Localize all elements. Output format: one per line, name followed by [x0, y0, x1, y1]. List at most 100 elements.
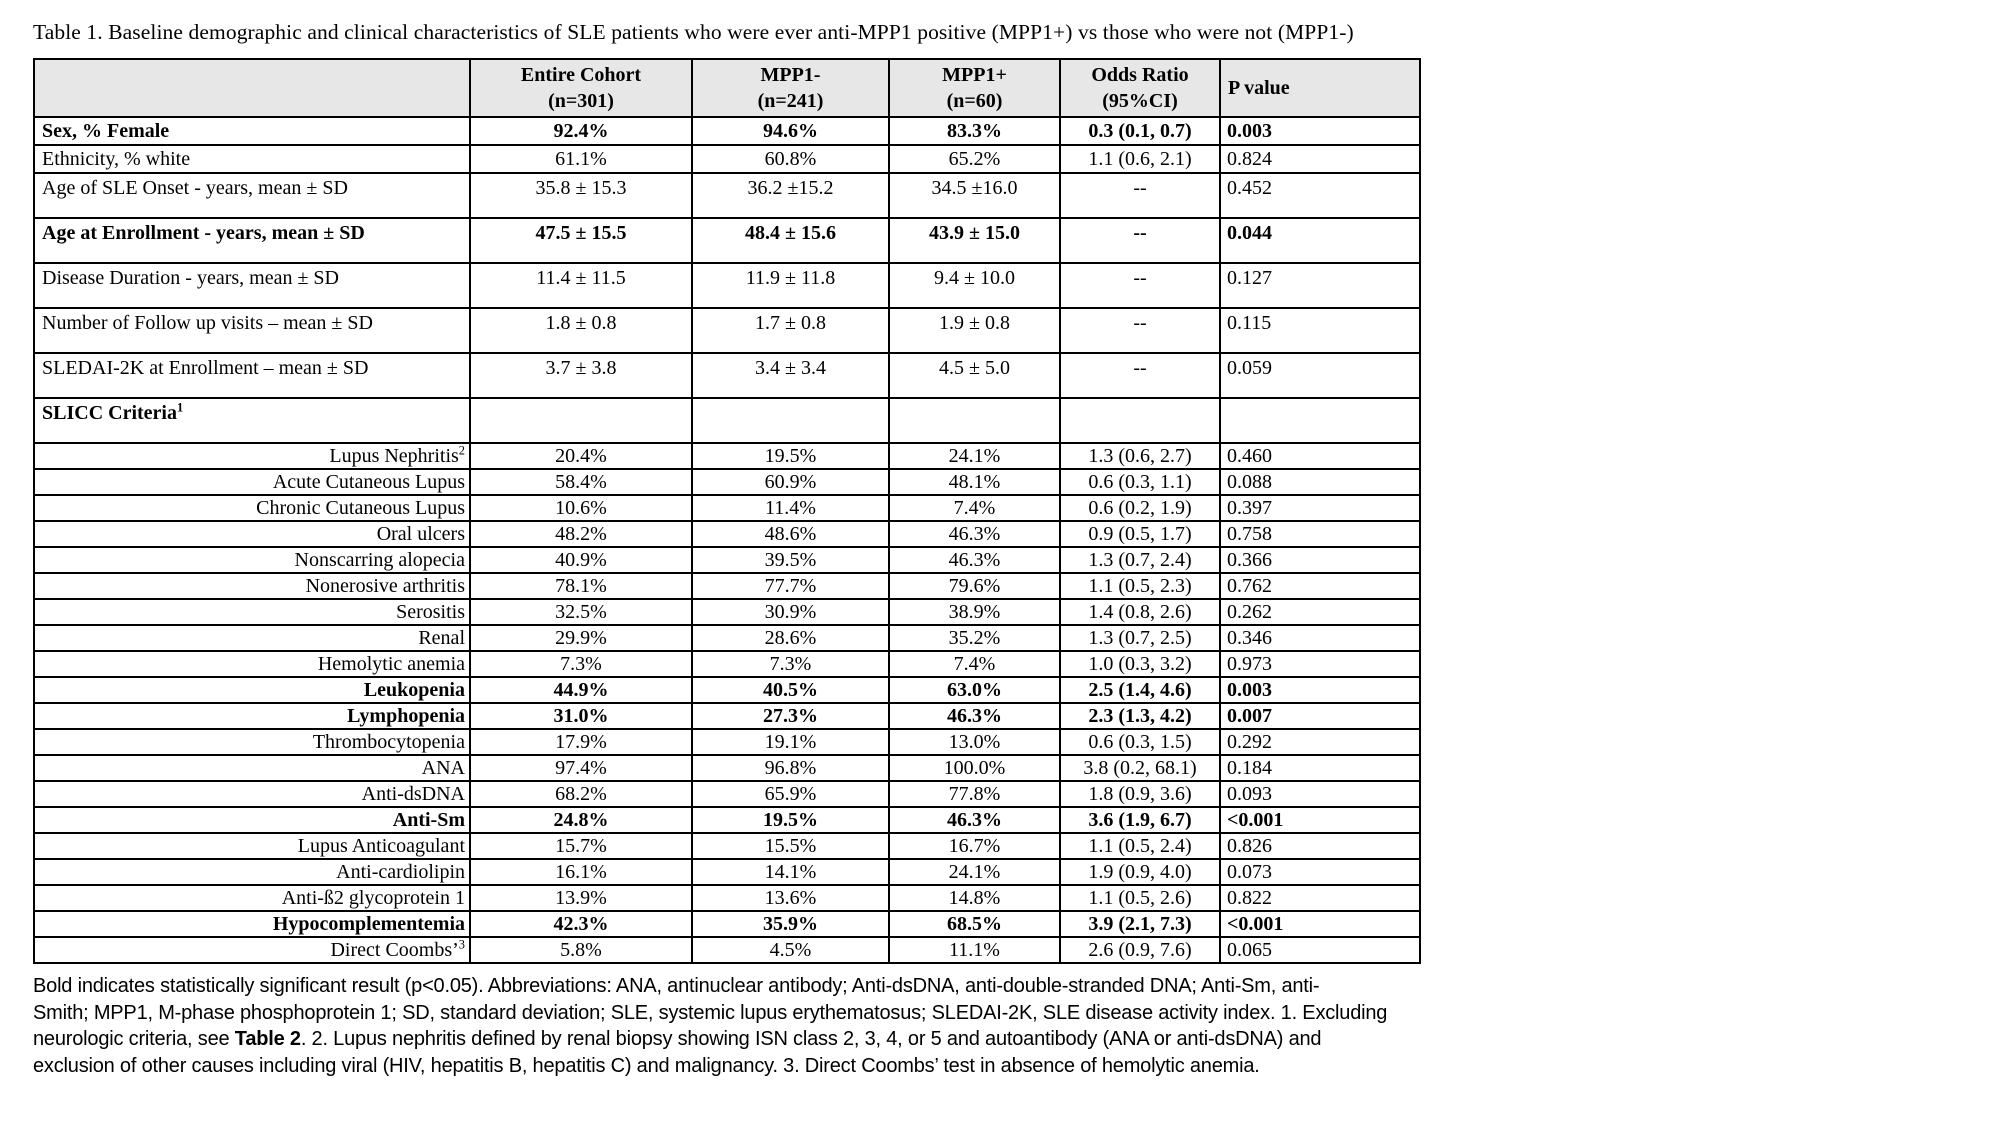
footnote-line: exclusion of other causes including vira… [33, 1053, 2000, 1080]
cell-mpp1-negative: 19.1% [691, 728, 890, 756]
column-header-entire-cohort: Entire Cohort (n=301) [469, 58, 693, 118]
cell-odds-ratio: 1.3 (0.7, 2.4) [1059, 546, 1221, 574]
cell-odds-ratio: 2.6 (0.9, 7.6) [1059, 936, 1221, 964]
cell-odds-ratio: 0.6 (0.2, 1.9) [1059, 494, 1221, 522]
table-row: Lupus Nephritis2 20.4% 19.5% 24.1% 1.3 (0.6,… [33, 442, 1421, 470]
cell-odds-ratio: 3.6 (1.9, 6.7) [1059, 806, 1221, 834]
footnote-line: Bold indicates statistically significant… [33, 973, 2000, 1000]
cell-odds-ratio: 1.1 (0.5, 2.3) [1059, 572, 1221, 600]
cell-odds-ratio: -- [1059, 352, 1221, 399]
table-row: Nonerosive arthritis 78.1% 77.7% 79.6% 1.1 (… [33, 572, 1421, 600]
cell-entire-cohort: 7.3% [469, 650, 693, 678]
header-line2: (95%CI) [1102, 90, 1178, 112]
table-row: Chronic Cutaneous Lupus 10.6% 11.4% 7.4% 0.6… [33, 494, 1421, 522]
footnote-line: neurologic criteria, see Table 2. 2. Lup… [33, 1026, 2000, 1053]
cell-mpp1-positive: 35.2% [888, 624, 1061, 652]
cell-entire-cohort: 13.9% [469, 884, 693, 912]
cell-mpp1-negative: 60.9% [691, 468, 890, 496]
cell-p-value: 0.073 [1219, 858, 1421, 886]
cell-entire-cohort: 42.3% [469, 910, 693, 938]
cell-odds-ratio: -- [1059, 307, 1221, 354]
row-label: Age at Enrollment - years, mean ± SD [33, 217, 471, 264]
cell-p-value: 0.003 [1219, 676, 1421, 704]
cell-mpp1-positive: 14.8% [888, 884, 1061, 912]
cell-p-value: 0.184 [1219, 754, 1421, 782]
cell-p-value [1219, 397, 1421, 444]
row-label: ANA [33, 754, 471, 782]
cell-mpp1-positive: 7.4% [888, 494, 1061, 522]
cell-entire-cohort: 16.1% [469, 858, 693, 886]
row-label: Lupus Nephritis2 [33, 442, 471, 470]
cell-p-value: 0.065 [1219, 936, 1421, 964]
header-row: Entire Cohort (n=301) MPP1- (n=241) MPP1… [33, 58, 1421, 118]
footnote-bold-ref: Table 2 [234, 1028, 301, 1050]
table-row: Thrombocytopenia 17.9% 19.1% 13.0% 0.6 (0.3,… [33, 728, 1421, 756]
cell-odds-ratio: 0.9 (0.5, 1.7) [1059, 520, 1221, 548]
cell-p-value: 0.758 [1219, 520, 1421, 548]
cell-p-value: 0.826 [1219, 832, 1421, 860]
cell-mpp1-negative: 40.5% [691, 676, 890, 704]
cell-entire-cohort: 10.6% [469, 494, 693, 522]
table-row: Anti-ß2 glycoprotein 1 13.9% 13.6% 14.8% 1.1… [33, 884, 1421, 912]
cell-mpp1-positive: 34.5 ±16.0 [888, 172, 1061, 219]
cell-odds-ratio: 1.9 (0.9, 4.0) [1059, 858, 1221, 886]
row-label: Acute Cutaneous Lupus [33, 468, 471, 496]
table-row: SLEDAI-2K at Enrollment – mean ± SD 3.7 ±… [33, 352, 1421, 399]
cell-entire-cohort: 48.2% [469, 520, 693, 548]
cell-mpp1-positive: 65.2% [888, 144, 1061, 174]
table-row: Nonscarring alopecia 40.9% 39.5% 46.3% 1.3 (… [33, 546, 1421, 574]
cell-p-value: 0.262 [1219, 598, 1421, 626]
cell-p-value: 0.007 [1219, 702, 1421, 730]
table-row: Ethnicity, % white 61.1% 60.8% 65.2% 1.1 (0.… [33, 144, 1421, 174]
cell-odds-ratio: 2.3 (1.3, 4.2) [1059, 702, 1221, 730]
row-label: Nonerosive arthritis [33, 572, 471, 600]
cell-odds-ratio: -- [1059, 217, 1221, 264]
cell-entire-cohort: 24.8% [469, 806, 693, 834]
cell-odds-ratio: 1.1 (0.6, 2.1) [1059, 144, 1221, 174]
cell-mpp1-negative: 13.6% [691, 884, 890, 912]
table-body: Sex, % Female 92.4% 94.6% 83.3% 0.3 (0.1, 0.… [33, 116, 1421, 964]
cell-mpp1-positive: 68.5% [888, 910, 1061, 938]
cell-mpp1-negative: 3.4 ± 3.4 [691, 352, 890, 399]
cell-odds-ratio: 2.5 (1.4, 4.6) [1059, 676, 1221, 704]
header-line1: MPP1+ [942, 64, 1007, 86]
cell-entire-cohort: 1.8 ± 0.8 [469, 307, 693, 354]
cell-p-value: 0.366 [1219, 546, 1421, 574]
row-label: Number of Follow up visits – mean ± SD [33, 307, 471, 354]
row-label: Hypocomplementemia [33, 910, 471, 938]
cell-entire-cohort: 11.4 ± 11.5 [469, 262, 693, 309]
row-label: Anti-Sm [33, 806, 471, 834]
row-label: Chronic Cutaneous Lupus [33, 494, 471, 522]
cell-mpp1-positive: 11.1% [888, 936, 1061, 964]
cell-mpp1-positive: 24.1% [888, 442, 1061, 470]
cell-p-value: 0.824 [1219, 144, 1421, 174]
cell-odds-ratio: -- [1059, 262, 1221, 309]
footnote-text: neurologic criteria, see [33, 1028, 235, 1050]
cell-entire-cohort: 61.1% [469, 144, 693, 174]
cell-mpp1-negative: 4.5% [691, 936, 890, 964]
cell-p-value: <0.001 [1219, 806, 1421, 834]
cell-odds-ratio: 1.3 (0.6, 2.7) [1059, 442, 1221, 470]
cell-mpp1-negative: 94.6% [691, 116, 890, 146]
cell-mpp1-negative: 77.7% [691, 572, 890, 600]
footnote-text: . 2. Lupus nephritis defined by renal bi… [300, 1028, 1322, 1050]
cell-mpp1-positive: 43.9 ± 15.0 [888, 217, 1061, 264]
row-label: Lupus Anticoagulant [33, 832, 471, 860]
cell-p-value: 0.115 [1219, 307, 1421, 354]
table-row: Anti-dsDNA 68.2% 65.9% 77.8% 1.8 (0.9, 3.6) 0… [33, 780, 1421, 808]
cell-p-value: 0.127 [1219, 262, 1421, 309]
table-row: Number of Follow up visits – mean ± SD 1.… [33, 307, 1421, 354]
row-label: Thrombocytopenia [33, 728, 471, 756]
header-line2: (n=241) [757, 90, 824, 112]
cell-odds-ratio: 1.3 (0.7, 2.5) [1059, 624, 1221, 652]
cell-entire-cohort: 31.0% [469, 702, 693, 730]
cell-entire-cohort: 68.2% [469, 780, 693, 808]
cell-odds-ratio: 1.0 (0.3, 3.2) [1059, 650, 1221, 678]
cell-entire-cohort: 5.8% [469, 936, 693, 964]
cell-p-value: 0.044 [1219, 217, 1421, 264]
cell-p-value: 0.762 [1219, 572, 1421, 600]
table-row: Lymphopenia 31.0% 27.3% 46.3% 2.3 (1.3, 4.2)… [33, 702, 1421, 730]
cell-mpp1-positive: 16.7% [888, 832, 1061, 860]
column-header-p-value: P value [1219, 58, 1421, 118]
cell-mpp1-negative: 96.8% [691, 754, 890, 782]
